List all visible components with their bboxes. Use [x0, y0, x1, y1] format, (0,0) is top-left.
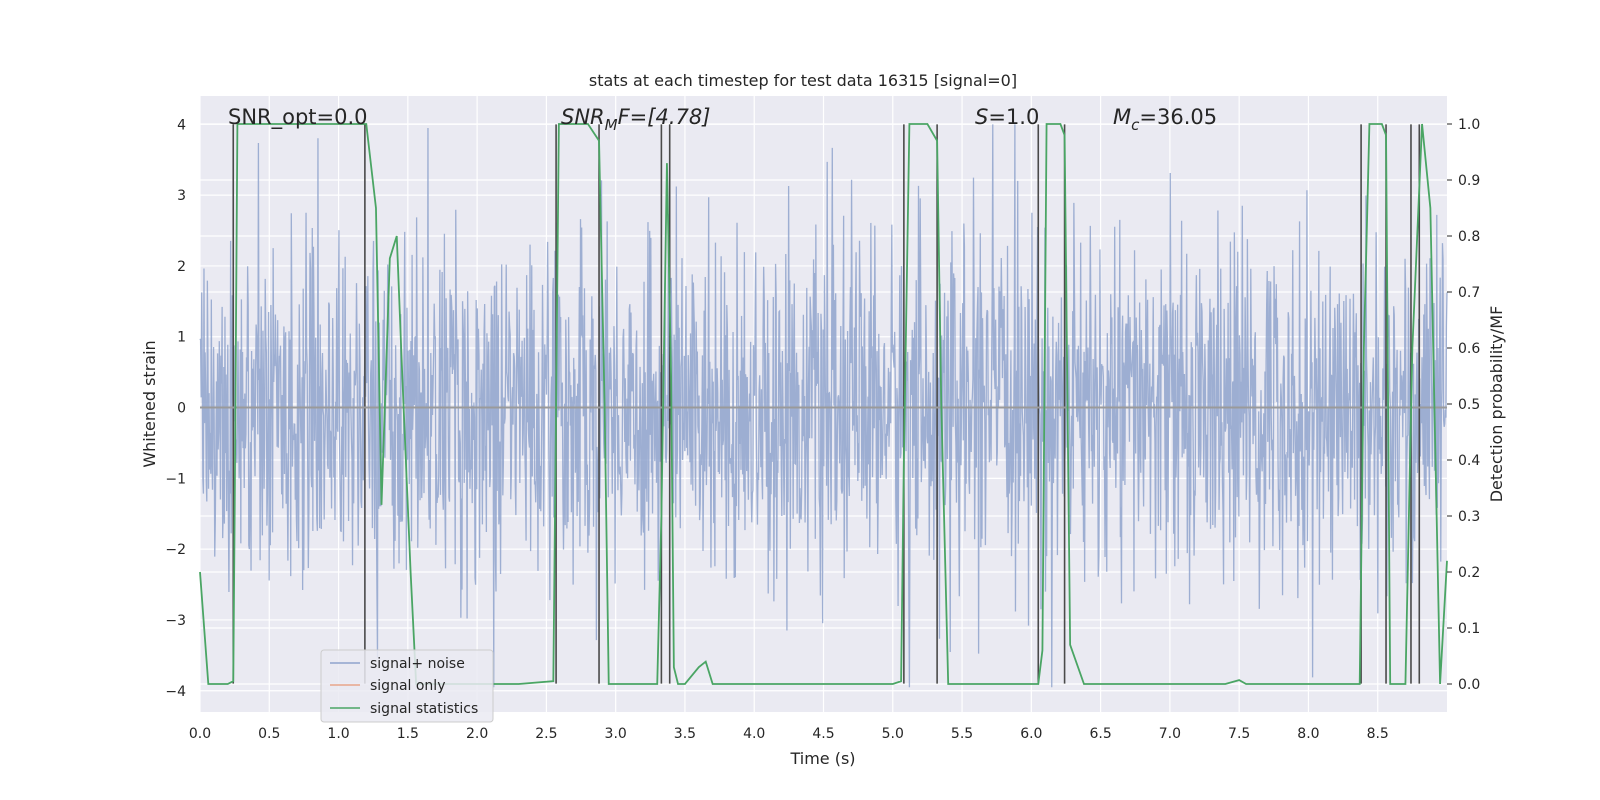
left-tick-label: −4: [165, 684, 186, 700]
left-tick-label: 1: [177, 330, 186, 346]
mc-value: =36.05: [1139, 105, 1217, 129]
x-tick-label: 2.5: [535, 726, 557, 742]
right-tick-label: 0.0: [1458, 677, 1480, 693]
snr-mf-rest: F=[4.78]: [618, 105, 711, 129]
left-tick-label: 0: [177, 401, 186, 417]
legend-label-noise: signal+ noise: [370, 656, 465, 672]
x-tick-label: 8.5: [1367, 726, 1389, 742]
left-tick-label: −1: [165, 471, 186, 487]
x-tick-label: 1.0: [327, 726, 349, 742]
mc-base: M: [1113, 105, 1131, 129]
noise-line: [199, 124, 1448, 688]
x-tick-label: 4.0: [743, 726, 765, 742]
x-axis-label: Time (s): [789, 749, 855, 768]
x-tick-label: 5.0: [882, 726, 904, 742]
right-tick-label: 0.5: [1458, 397, 1480, 413]
x-tick-label: 6.5: [1089, 726, 1111, 742]
legend-label-stats: signal statistics: [370, 701, 478, 717]
right-axis-ticks: 1.0 0.9 0.8 0.7 0.6 0.5 0.4 0.3 0.2 0.1 0.0: [1447, 117, 1480, 693]
s-value: =1.0: [988, 105, 1039, 129]
signal-statistics-series: [199, 123, 1448, 685]
right-tick-label: 1.0: [1458, 117, 1480, 133]
right-axis-label: Detection probability/MF: [1487, 306, 1506, 503]
detection-markers: [232, 124, 1421, 684]
x-tick-label: 1.5: [397, 726, 419, 742]
x-tick-label: 8.0: [1297, 726, 1319, 742]
s-annotation: S=1.0: [975, 105, 1039, 129]
right-tick-label: 0.2: [1458, 565, 1480, 581]
left-tick-label: −3: [165, 613, 186, 629]
x-tick-label: 5.5: [951, 726, 973, 742]
x-tick-label: 7.0: [1159, 726, 1181, 742]
legend-label-signal: signal only: [370, 678, 445, 694]
mc-sub: c: [1131, 116, 1140, 134]
right-tick-label: 0.3: [1458, 509, 1480, 525]
statistics-line: [199, 123, 1448, 685]
legend: signal+ noise signal only signal statist…: [320, 649, 494, 723]
left-axis-label: Whitened strain: [140, 340, 159, 467]
left-tick-label: 3: [177, 188, 186, 204]
snr-opt-annotation: SNR_opt=0.0: [228, 105, 368, 130]
chart-title: stats at each timestep for test data 163…: [589, 71, 1017, 90]
mc-annotation: Mc=36.05: [1113, 105, 1217, 134]
right-tick-label: 0.1: [1458, 621, 1480, 637]
snr-mf-base: SNR: [561, 105, 605, 129]
right-tick-label: 0.8: [1458, 229, 1480, 245]
x-tick-label: 4.5: [812, 726, 834, 742]
left-tick-label: 2: [177, 259, 186, 275]
left-tick-label: −2: [165, 542, 186, 558]
s-label: S: [975, 105, 988, 129]
left-axis-ticks: 4 3 2 1 0 −1 −2 −3 −4: [165, 117, 186, 699]
x-tick-label: 3.5: [674, 726, 696, 742]
x-tick-label: 3.0: [605, 726, 627, 742]
x-tick-label: 0.5: [258, 726, 280, 742]
x-tick-label: 6.0: [1020, 726, 1042, 742]
x-tick-label: 7.5: [1228, 726, 1250, 742]
x-tick-label: 2.0: [466, 726, 488, 742]
right-tick-label: 0.7: [1458, 285, 1480, 301]
x-axis-ticks: 0.0 0.5 1.0 1.5 2.0 2.5 3.0 3.5 4.0 4.5 5.0 5.5 6.0 6…: [189, 726, 1389, 742]
x-tick-label: 0.0: [189, 726, 211, 742]
right-tick-label: 0.9: [1458, 173, 1480, 189]
snr-mf-sub: M: [605, 116, 618, 134]
noise-series: [199, 124, 1448, 688]
left-tick-label: 4: [177, 117, 186, 133]
right-tick-label: 0.4: [1458, 453, 1480, 469]
right-tick-label: 0.6: [1458, 341, 1480, 357]
legend-box: [320, 649, 494, 723]
snr-mf-annotation: SNRMF=[4.78]: [561, 105, 710, 134]
